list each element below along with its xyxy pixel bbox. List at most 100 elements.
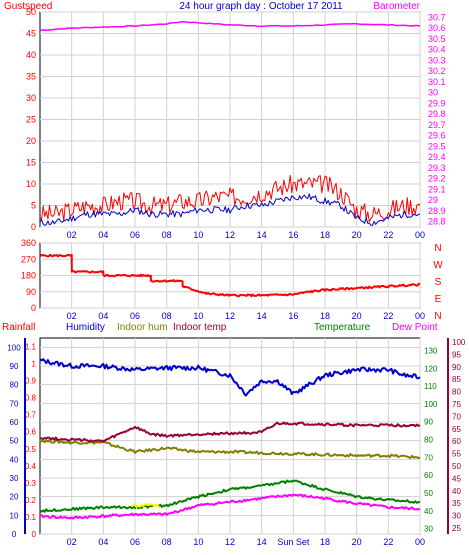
label-dew-point: Dew Point [392,322,438,333]
temperature-tick-label: 30 [424,525,433,534]
humidity-tick-label: 100 [7,343,21,352]
direction-lines [39,253,421,298]
direction-x-tick-label: 10 [193,311,203,321]
direction-tick-label: 270 [21,254,36,264]
humidity-tick-label: 0 [12,530,17,539]
climate-x-tick-label: 18 [320,537,330,547]
climate-x-tick-label: 12 [225,537,235,547]
barometer-tick-label: 29.6 [428,131,446,141]
climate-x-tick-label: 00 [415,537,425,547]
avg-wind-line [39,193,421,226]
temperature-tick-label: 90 [424,418,433,427]
humidity-tick-label: 90 [10,362,19,371]
indoor-temp-upper-line [131,503,161,509]
indoor-temp-line [39,421,421,443]
wind-x-tick-label: 16 [288,230,298,240]
direction-x-tick-label: 08 [162,311,172,321]
barometer-tick-label: 30.1 [428,77,446,87]
rain-tick-label: 0.1 [25,513,37,522]
wind-x-tick-label: 06 [130,230,140,240]
label-rainfall: Rainfall [2,322,35,333]
wind-x-tick-label: 08 [162,230,172,240]
wind-left-tick-label: 0 [31,222,36,232]
temperature-tick-label: 110 [424,382,437,391]
temperature-tick-label: 50 [424,489,433,498]
temperature-line [39,479,421,513]
direction-tick-label: 180 [21,271,36,281]
wind-left-tick-label: 40 [26,50,36,60]
dew-point-tick-label: 85 [452,375,461,384]
climate-x-tick-label: 22 [383,537,393,547]
barometer-tick-label: 29.7 [428,120,446,130]
temperature-tick-label: 100 [424,400,438,409]
barometer-tick-label: 30 [428,88,438,98]
temperature-tick-label: 80 [424,436,433,445]
barometer-tick-label: 29.3 [428,163,446,173]
temperature-tick-label: 40 [424,507,433,516]
temperature-tick-label: 120 [424,364,438,373]
dew-point-line [39,493,421,520]
direction-tick-label: 360 [21,238,36,248]
direction-x-tick-label: 20 [352,311,362,321]
temperature-tick-label: 60 [424,471,433,480]
direction-x-tick-label: 22 [383,311,393,321]
barometer-tick-label: 29.9 [428,98,446,108]
wind-x-tick-label: 02 [67,230,77,240]
rain-tick-label: 1.1 [25,343,37,352]
temperature-tick-label: 70 [424,453,433,462]
dew-point-tick-label: 75 [452,400,461,409]
gustspeed-line [39,174,421,223]
direction-grid [40,242,421,309]
barometer-tick-label: 29.1 [428,184,446,194]
label-temperature: Temperature [314,322,371,333]
compass-label: E [435,294,442,305]
wind-right-axis-label: Barometer [373,1,420,12]
climate-axes: 010203040506070809010000.10.20.30.40.50.… [7,338,466,547]
direction-x-tick-label: 00 [415,311,425,321]
dew-point-tick-label: 55 [452,450,461,459]
rain-tick-label: 0.4 [25,462,37,471]
climate-panel: Rainfall Humidity Indoor hum Indoor temp… [2,322,466,547]
humidity-tick-label: 80 [10,381,19,390]
wind-left-tick-label: 30 [26,93,36,103]
wind-grid [40,11,421,228]
compass-label: N [434,243,441,254]
rain-tick-label: 0.8 [25,394,37,403]
barometer-tick-label: 29 [428,195,438,205]
barometer-tick-label: 30.7 [428,12,446,22]
rain-tick-label: 0.6 [25,428,37,437]
dew-point-tick-label: 35 [452,499,461,508]
climate-x-tick-label: Sun Set [277,537,310,547]
humidity-tick-label: 40 [10,455,19,464]
dew-point-tick-label: 100 [452,338,466,347]
rain-tick-label: 0.7 [25,411,37,420]
wind-x-tick-label: 20 [352,230,362,240]
wind-x-tick-label: 14 [257,230,267,240]
humidity-tick-label: 70 [10,399,19,408]
dew-point-tick-label: 70 [452,412,461,421]
wind-left-tick-label: 20 [26,136,36,146]
wind-left-tick-label: 15 [26,158,36,168]
label-humidity: Humidity [66,322,105,333]
humidity-tick-label: 10 [10,511,19,520]
climate-x-tick-label: 14 [257,537,267,547]
wind-axes: 0510152025303540455028.828.92929.129.229… [26,7,446,240]
rain-tick-label: 0.2 [25,496,37,505]
barometer-line [39,20,421,32]
dew-point-tick-label: 95 [452,350,461,359]
dew-point-tick-label: 45 [452,474,461,483]
dew-point-tick-label: 90 [452,363,461,372]
compass-label: W [433,260,443,271]
climate-lines [39,358,421,520]
humidity-tick-label: 20 [10,493,19,502]
dew-point-tick-label: 25 [452,524,461,533]
barometer-tick-label: 30.6 [428,23,446,33]
compass-label: S [435,277,442,288]
direction-x-tick-label: 12 [225,311,235,321]
wind-x-tick-label: 22 [383,230,393,240]
barometer-tick-label: 29.2 [428,174,446,184]
wind-direction-line [39,253,421,298]
